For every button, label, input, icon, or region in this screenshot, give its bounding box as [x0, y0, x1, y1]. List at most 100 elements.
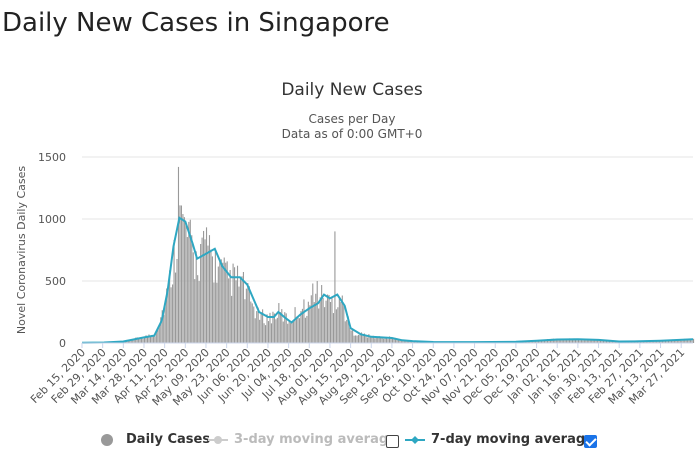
daily-case-bar — [360, 332, 363, 343]
daily-case-bar — [251, 303, 253, 343]
daily-case-bar — [554, 340, 556, 343]
daily-case-bar — [210, 249, 212, 343]
daily-case-bar — [585, 339, 587, 343]
ma3-checkbox[interactable] — [386, 435, 399, 448]
daily-case-bar — [543, 340, 546, 343]
daily-case-bar — [267, 321, 270, 343]
daily-case-bar — [265, 325, 267, 343]
daily-case-bar — [228, 278, 230, 343]
daily-case-bar — [204, 239, 206, 343]
daily-case-bar — [170, 287, 172, 343]
daily-case-bar — [400, 341, 402, 343]
ma7-marker-icon — [405, 434, 425, 446]
daily-case-bar — [262, 309, 264, 343]
daily-case-bar — [341, 295, 343, 343]
daily-case-bar — [297, 317, 299, 343]
ma3-marker-icon — [208, 434, 228, 446]
daily-case-bar — [151, 334, 153, 343]
daily-case-bar — [343, 305, 345, 343]
daily-case-bar — [217, 266, 219, 343]
daily-case-bar — [164, 300, 166, 343]
daily-case-bar — [375, 337, 377, 343]
y-tick-layer: 0 500 1000 1500 — [38, 151, 66, 350]
daily-case-bar — [374, 338, 376, 343]
legend-daily-cases[interactable]: Daily Cases — [100, 432, 210, 447]
daily-case-bar — [213, 282, 215, 343]
y-tick-label: 1000 — [38, 213, 66, 226]
daily-case-bar — [328, 295, 330, 343]
daily-case-bar — [397, 339, 399, 343]
daily-case-bar — [669, 340, 671, 343]
daily-case-bar — [288, 321, 290, 343]
daily-case-bar — [129, 340, 131, 343]
daily-case-bar — [319, 297, 321, 343]
daily-case-bar — [538, 341, 540, 343]
daily-case-bar — [197, 275, 199, 343]
daily-case-bar — [295, 316, 298, 343]
daily-case-bar — [384, 338, 386, 343]
daily-case-bar — [157, 329, 159, 343]
daily-case-bar — [325, 300, 327, 343]
daily-case-bar — [275, 319, 277, 343]
daily-case-bar — [571, 338, 574, 343]
legend-ma3-label: 3-day moving average — [234, 432, 397, 447]
daily-case-bar — [198, 281, 200, 343]
daily-case-bar — [332, 313, 335, 343]
daily-case-bar — [346, 319, 348, 343]
daily-cases-bars — [82, 166, 695, 343]
daily-case-bar — [570, 339, 572, 343]
daily-case-bar — [216, 282, 218, 343]
daily-case-bar — [163, 314, 165, 343]
daily-case-bar — [138, 338, 140, 343]
legend-ma7[interactable]: 7-day moving average — [405, 432, 594, 447]
daily-case-bar — [318, 308, 320, 343]
daily-case-bar — [676, 339, 678, 343]
daily-case-bar — [406, 340, 408, 343]
daily-case-bar — [403, 341, 405, 343]
daily-case-bar — [564, 338, 566, 343]
daily-case-bar — [234, 267, 236, 343]
daily-case-bar — [290, 323, 292, 343]
daily-case-bar — [402, 339, 404, 343]
daily-case-bar — [662, 340, 664, 343]
daily-case-bar — [132, 340, 134, 343]
daily-case-bar — [158, 325, 160, 343]
daily-case-bar — [303, 299, 305, 343]
daily-case-bar — [185, 222, 187, 343]
daily-case-bar — [309, 305, 311, 343]
daily-case-bar — [316, 281, 318, 343]
daily-case-bar — [642, 341, 644, 343]
daily-case-bar — [263, 323, 265, 343]
daily-case-bar — [545, 339, 547, 343]
daily-case-bar — [253, 306, 255, 343]
daily-case-bar — [155, 331, 157, 343]
daily-case-bar — [350, 330, 352, 343]
daily-case-bar — [282, 321, 284, 343]
daily-case-bar — [357, 334, 360, 343]
daily-case-bar — [298, 318, 301, 343]
legend: Daily Cases 3-day moving average 7-day m… — [0, 428, 696, 454]
daily-case-bar — [394, 337, 396, 343]
daily-case-bar — [294, 307, 296, 343]
chart-subtitle-line-2: Data as of 0:00 GMT+0 — [282, 127, 423, 141]
daily-case-bar — [610, 341, 612, 343]
daily-case-bar — [396, 338, 398, 343]
daily-case-bar — [285, 313, 287, 343]
daily-case-bar — [312, 283, 314, 343]
daily-case-bar — [135, 337, 137, 343]
daily-case-bar — [331, 297, 333, 343]
daily-case-bar — [329, 301, 332, 343]
y-tick-label: 0 — [59, 337, 66, 350]
daily-case-bar — [563, 339, 565, 343]
daily-case-bar — [660, 340, 662, 343]
daily-case-bar — [254, 318, 256, 343]
ma7-checkbox[interactable] — [584, 435, 597, 448]
daily-case-bar — [136, 337, 138, 343]
daily-case-bar — [232, 263, 234, 343]
daily-case-bar — [239, 278, 242, 343]
y-tick-label: 500 — [45, 275, 66, 288]
legend-ma3[interactable]: 3-day moving average — [208, 432, 397, 447]
daily-case-bar — [195, 251, 197, 343]
daily-case-bar — [133, 338, 135, 343]
daily-case-bar — [337, 307, 339, 343]
